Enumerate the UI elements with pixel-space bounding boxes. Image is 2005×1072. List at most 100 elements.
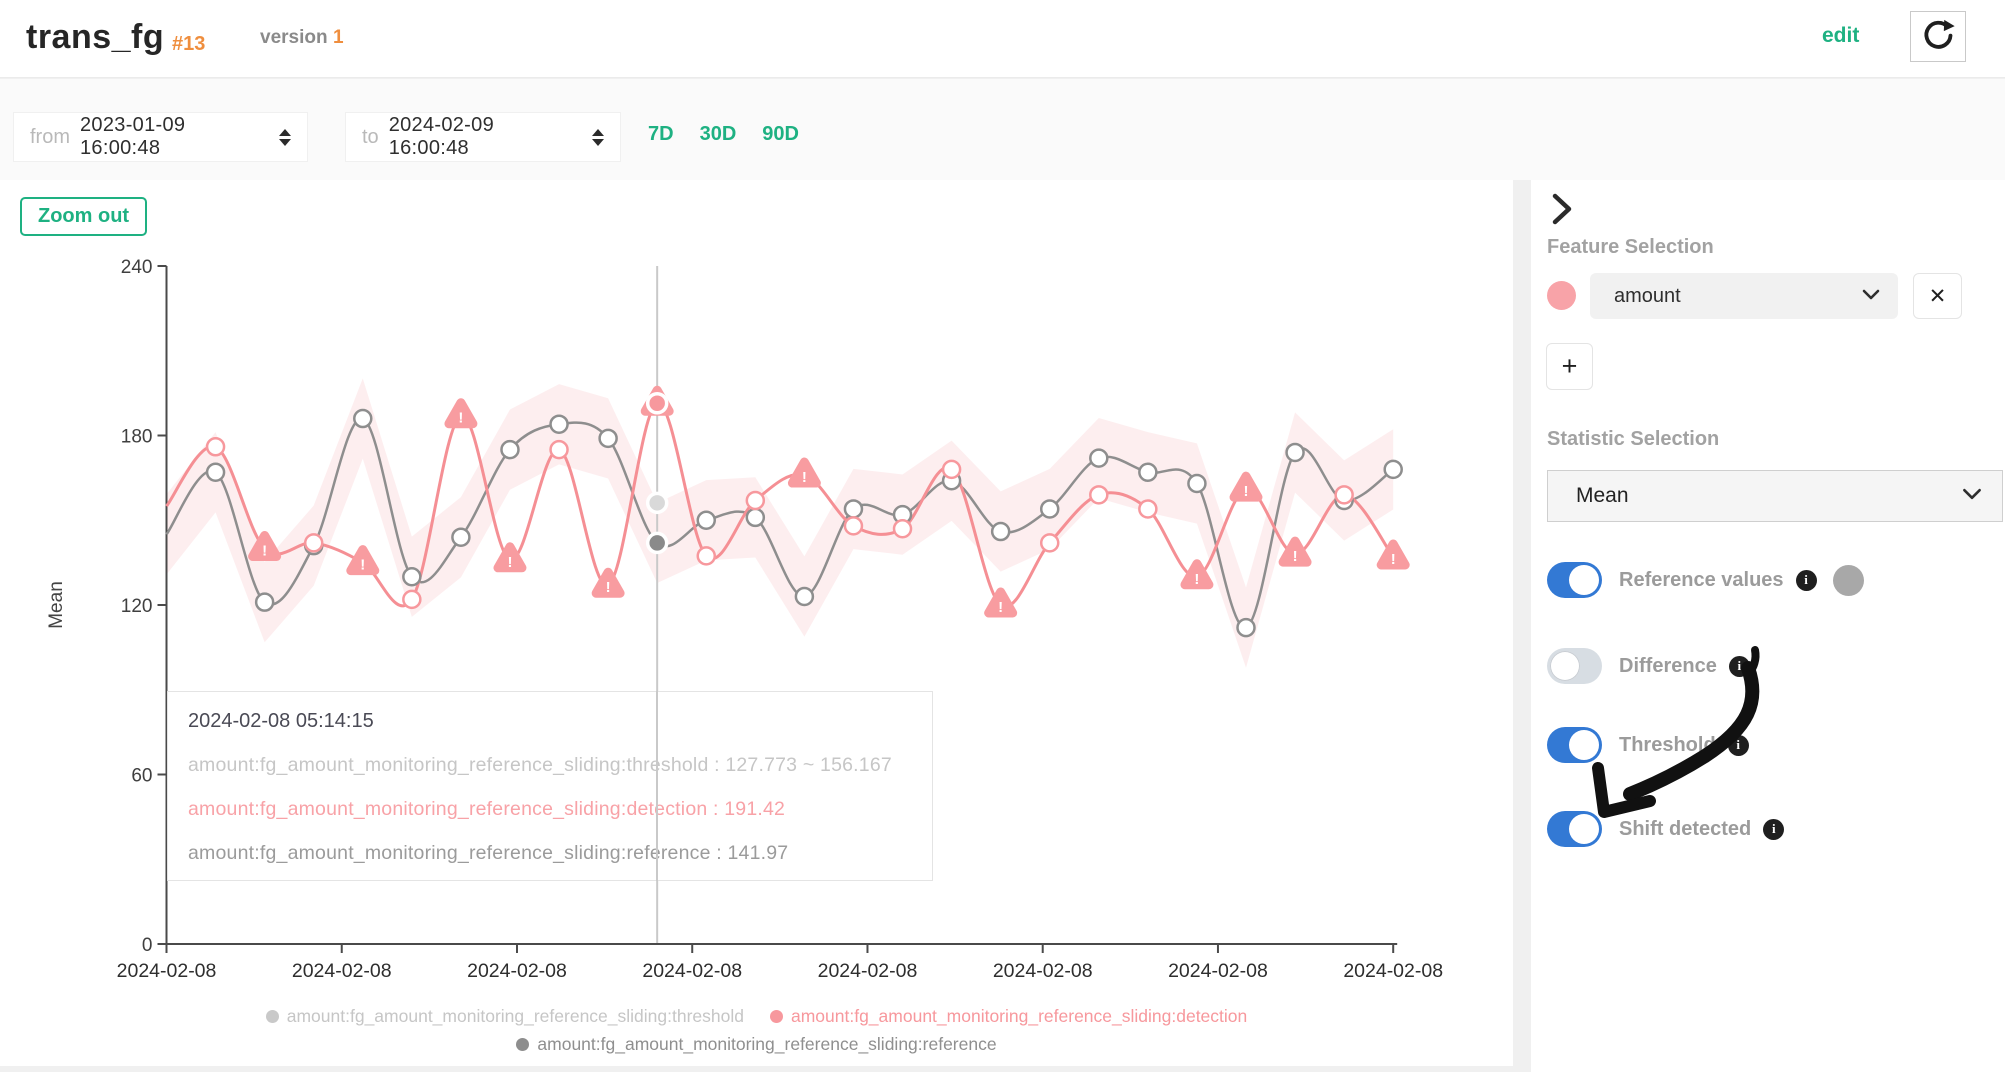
- detection-point[interactable]: [303, 533, 324, 553]
- detection-point[interactable]: [843, 516, 864, 536]
- detection-point[interactable]: [1089, 485, 1109, 505]
- detection-point[interactable]: [549, 439, 569, 460]
- detection-point[interactable]: [696, 546, 716, 566]
- reference-point[interactable]: [549, 414, 569, 434]
- reference-point[interactable]: [1187, 473, 1207, 494]
- warning-exclamation: !: [1293, 548, 1298, 565]
- chevron-down-icon: [1962, 487, 1982, 505]
- shift-detected-warning-icon[interactable]: [787, 457, 821, 488]
- zoom-out-button[interactable]: Zoom out: [20, 197, 148, 236]
- info-icon[interactable]: i: [1763, 818, 1785, 840]
- threshold-toggle[interactable]: [1547, 727, 1602, 763]
- warning-exclamation: !: [1391, 551, 1396, 568]
- to-date-select[interactable]: to 2024-02-09 16:00:48: [345, 112, 621, 162]
- toggle-label: Difference: [1619, 654, 1717, 677]
- reference-point[interactable]: [843, 499, 864, 519]
- info-icon[interactable]: i: [1728, 655, 1750, 677]
- page-title: trans_fg: [26, 18, 165, 56]
- quick-range-group: 7D 30D 90D: [648, 123, 799, 146]
- reference-point[interactable]: [1383, 459, 1403, 480]
- toggle-row-threshold: Threshold i: [1547, 727, 1749, 763]
- reference-point[interactable]: [598, 428, 618, 449]
- toggle-label: Reference values: [1619, 568, 1784, 591]
- tooltip-row: amount:fg_amount_monitoring_reference_sl…: [188, 798, 786, 820]
- detection-point[interactable]: [402, 589, 422, 610]
- reference-point[interactable]: [1285, 442, 1305, 463]
- add-feature-button[interactable]: +: [1546, 343, 1593, 390]
- tooltip-row: amount:fg_amount_monitoring_reference_sl…: [188, 842, 789, 864]
- reference-point[interactable]: [1138, 462, 1158, 482]
- toggle-label: Threshold: [1619, 733, 1716, 756]
- info-icon[interactable]: i: [1727, 734, 1749, 756]
- x-tick-label: 2024-02-08: [292, 960, 392, 982]
- shift-detected-warning-icon[interactable]: [1278, 536, 1312, 567]
- shift-detected-warning-icon[interactable]: [984, 587, 1018, 618]
- reference-point[interactable]: [451, 527, 471, 547]
- detection-point[interactable]: [1334, 485, 1354, 505]
- reference-point[interactable]: [500, 439, 520, 460]
- shift-detected-warning-icon[interactable]: [1180, 559, 1214, 590]
- detection-point[interactable]: [745, 490, 766, 511]
- legend-dot: [769, 1010, 783, 1023]
- chart-tooltip: 2024-02-08 05:14:15 amount:fg_amount_mon…: [167, 691, 933, 881]
- detection-highlight-point: [645, 391, 669, 415]
- threshold-band: [166, 378, 1394, 668]
- from-date-select[interactable]: from 2023-01-09 16:00:48: [13, 112, 308, 162]
- reference-point[interactable]: [205, 462, 226, 482]
- drift-monitoring-chart[interactable]: 0 60 120 180 240 2024-02-08 2024-02-08 2024-02-…: [0, 180, 1513, 1066]
- remove-feature-button[interactable]: ✕: [1913, 273, 1962, 319]
- shift-detected-toggle[interactable]: [1547, 811, 1602, 847]
- statistic-select-value: Mean: [1576, 484, 1629, 507]
- reference-point[interactable]: [794, 586, 815, 607]
- legend-item-detection[interactable]: amount:fg_amount_monitoring_reference_sl…: [769, 1006, 1247, 1027]
- detection-point[interactable]: [941, 459, 962, 480]
- shift-detected-warning-icon[interactable]: [346, 545, 380, 576]
- x-tick-label: 2024-02-08: [993, 960, 1093, 982]
- reference-point[interactable]: [402, 567, 422, 587]
- refresh-button[interactable]: [1910, 11, 1966, 62]
- reference-point[interactable]: [1089, 448, 1109, 468]
- legend-item-reference[interactable]: amount:fg_amount_monitoring_reference_sl…: [516, 1034, 997, 1055]
- quick-range-7d[interactable]: 7D: [648, 123, 674, 145]
- version-label: version: [260, 27, 328, 48]
- detection-point[interactable]: [205, 437, 226, 457]
- reference-color-swatch[interactable]: [1832, 564, 1864, 596]
- shift-detected-warning-icon[interactable]: [1229, 471, 1263, 502]
- shift-detected-warning-icon[interactable]: [591, 567, 625, 598]
- feature-select-value: amount: [1614, 284, 1681, 307]
- detection-point[interactable]: [892, 518, 913, 539]
- reference-values-toggle[interactable]: [1547, 562, 1602, 598]
- from-label: from: [30, 125, 70, 148]
- legend-item-threshold-band[interactable]: amount:fg_amount_monitoring_reference_sl…: [265, 1006, 744, 1027]
- reference-point[interactable]: [1039, 499, 1060, 519]
- reference-point[interactable]: [990, 521, 1011, 542]
- tooltip-timestamp: 2024-02-08 05:14:15: [188, 710, 374, 732]
- difference-toggle[interactable]: [1547, 648, 1602, 684]
- x-tick-label: 2024-02-08: [117, 960, 217, 982]
- shift-detected-warning-icon[interactable]: [444, 398, 478, 429]
- edit-button[interactable]: edit: [1822, 24, 1860, 47]
- warning-exclamation: !: [458, 410, 463, 427]
- toggle-knob: [1569, 730, 1599, 760]
- detection-point[interactable]: [1039, 533, 1060, 553]
- feature-select-dropdown[interactable]: amount: [1590, 273, 1898, 319]
- reference-point[interactable]: [1236, 617, 1256, 638]
- legend-label: amount:fg_amount_monitoring_reference_sl…: [286, 1006, 744, 1026]
- shift-detected-warning-icon[interactable]: [248, 531, 282, 561]
- quick-range-90d[interactable]: 90D: [762, 123, 799, 145]
- reference-point[interactable]: [353, 408, 373, 429]
- legend-label: amount:fg_amount_monitoring_reference_sl…: [537, 1034, 997, 1054]
- info-icon[interactable]: i: [1795, 569, 1817, 591]
- feature-color-swatch[interactable]: [1547, 281, 1576, 310]
- legend-dot: [265, 1010, 279, 1023]
- reference-point[interactable]: [745, 507, 766, 528]
- quick-range-30d[interactable]: 30D: [699, 123, 737, 145]
- reference-point[interactable]: [696, 510, 716, 530]
- detection-point[interactable]: [1138, 499, 1158, 519]
- shift-detected-warning-icon[interactable]: [1376, 539, 1410, 570]
- statistic-select-dropdown[interactable]: Mean: [1547, 470, 2003, 522]
- reference-point[interactable]: [254, 592, 275, 612]
- warning-exclamation: !: [262, 543, 267, 560]
- collapse-sidebar-button[interactable]: [1547, 192, 1581, 226]
- shift-detected-warning-icon[interactable]: [493, 542, 527, 573]
